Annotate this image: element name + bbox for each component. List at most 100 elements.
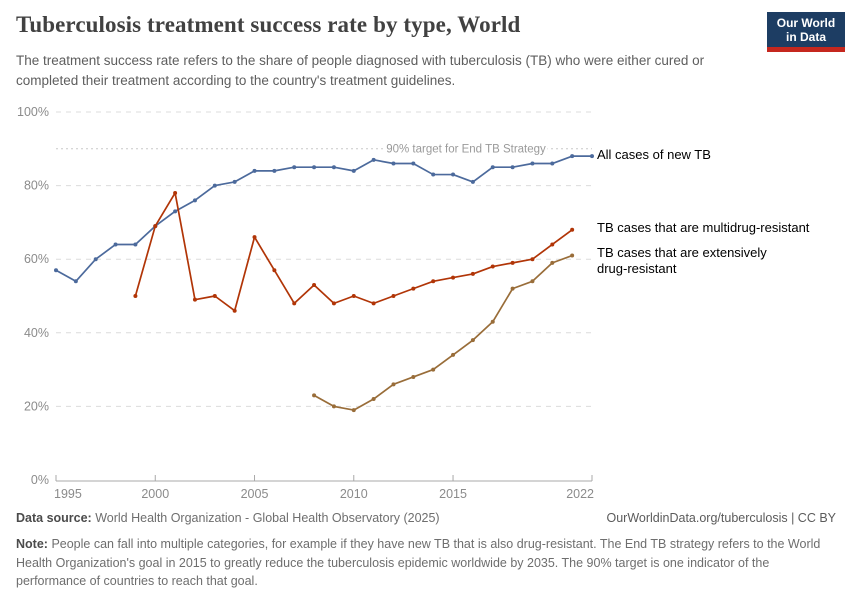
series-label-text: drug-resistant xyxy=(597,261,677,276)
data-point[interactable] xyxy=(331,301,336,306)
data-point[interactable] xyxy=(431,172,436,177)
data-point[interactable] xyxy=(331,165,336,170)
data-point[interactable] xyxy=(391,294,396,298)
series-label-text: TB cases that are extensively xyxy=(597,245,767,260)
data-point[interactable] xyxy=(510,286,515,291)
data-point[interactable] xyxy=(451,352,456,357)
data-point[interactable] xyxy=(391,382,396,387)
x-axis-tick-label: 2015 xyxy=(439,487,467,501)
footnote: Note: People can fall into multiple cate… xyxy=(16,535,836,591)
series-label-extensively-drug-resistant[interactable]: TB cases that are extensively drug-resis… xyxy=(597,245,797,277)
data-point[interactable] xyxy=(530,257,535,262)
data-point[interactable] xyxy=(490,264,495,269)
data-point[interactable] xyxy=(530,161,535,166)
data-point[interactable] xyxy=(411,286,416,291)
data-point[interactable] xyxy=(272,268,277,273)
data-point[interactable] xyxy=(192,198,197,203)
series-line-2[interactable] xyxy=(313,254,573,411)
data-point[interactable] xyxy=(510,260,515,265)
data-point[interactable] xyxy=(192,297,197,302)
chart-footer: Data source: World Health Organization -… xyxy=(16,511,836,591)
data-point[interactable] xyxy=(292,301,297,306)
owid-logo[interactable]: Our World in Data xyxy=(767,12,845,52)
series-line-1[interactable] xyxy=(134,192,573,312)
data-point[interactable] xyxy=(312,282,317,287)
series-label-text: All cases of new TB xyxy=(597,147,711,162)
chart-subtitle: The treatment success rate refers to the… xyxy=(16,53,705,88)
data-point[interactable] xyxy=(590,154,594,159)
page-title: Tuberculosis treatment success rate by t… xyxy=(16,12,521,37)
data-point[interactable] xyxy=(212,294,217,298)
data-point[interactable] xyxy=(451,172,456,177)
data-point[interactable] xyxy=(331,404,336,409)
owid-logo-line1: Our World xyxy=(776,16,836,30)
x-axis-tick-label: 2022 xyxy=(566,487,594,501)
data-point[interactable] xyxy=(470,179,475,184)
data-point[interactable] xyxy=(351,408,356,413)
data-source-value: World Health Organization - Global Healt… xyxy=(95,511,440,525)
data-point[interactable] xyxy=(133,242,138,247)
data-point[interactable] xyxy=(431,367,436,372)
data-point[interactable] xyxy=(73,279,78,284)
series-line-0[interactable] xyxy=(55,155,592,283)
y-axis-tick-label: 0% xyxy=(31,473,49,487)
data-point[interactable] xyxy=(530,279,535,284)
data-point[interactable] xyxy=(272,168,277,173)
data-point[interactable] xyxy=(252,235,257,240)
data-point[interactable] xyxy=(550,242,555,247)
data-point[interactable] xyxy=(391,161,396,166)
owid-logo-line2: in Data xyxy=(785,30,826,44)
y-axis-tick-label: 100% xyxy=(17,105,49,119)
data-point[interactable] xyxy=(550,260,555,265)
data-point[interactable] xyxy=(570,227,575,232)
data-point[interactable] xyxy=(470,271,475,276)
x-axis-tick-label: 1995 xyxy=(54,487,82,501)
data-point[interactable] xyxy=(411,374,416,379)
data-point[interactable] xyxy=(490,165,495,170)
data-point[interactable] xyxy=(232,179,237,184)
data-point[interactable] xyxy=(470,338,475,343)
data-point[interactable] xyxy=(371,157,376,162)
data-point[interactable] xyxy=(212,183,217,188)
x-axis-tick-label: 2010 xyxy=(340,487,368,501)
data-point[interactable] xyxy=(232,308,237,313)
data-point[interactable] xyxy=(113,242,118,247)
series-label-all-cases-new-tb[interactable]: All cases of new TB xyxy=(597,147,711,163)
x-axis-tick-label: 2000 xyxy=(141,487,169,501)
data-point[interactable] xyxy=(173,190,178,195)
data-point[interactable] xyxy=(252,168,257,173)
y-axis-tick-label: 60% xyxy=(24,252,49,266)
data-point[interactable] xyxy=(371,397,376,402)
data-point[interactable] xyxy=(371,301,376,306)
target-line-label: 90% target for End TB Strategy xyxy=(386,143,546,155)
owid-license-link[interactable]: OurWorldinData.org/tuberculosis | CC BY xyxy=(606,511,837,525)
data-point[interactable] xyxy=(570,253,575,258)
data-point[interactable] xyxy=(510,165,515,170)
data-point[interactable] xyxy=(351,294,356,298)
data-point[interactable] xyxy=(173,209,178,214)
data-point[interactable] xyxy=(54,268,58,273)
series-label-multidrug-resistant[interactable]: TB cases that are multidrug-resistant xyxy=(597,220,809,236)
data-point[interactable] xyxy=(411,161,416,166)
data-point[interactable] xyxy=(133,294,138,298)
data-point[interactable] xyxy=(292,165,297,170)
data-point[interactable] xyxy=(451,275,456,280)
y-axis-tick-label: 40% xyxy=(24,326,49,340)
data-point[interactable] xyxy=(431,279,436,284)
data-point[interactable] xyxy=(550,161,555,166)
data-source: Data source: World Health Organization -… xyxy=(16,511,440,525)
footnote-text: People can fall into multiple categories… xyxy=(16,537,821,588)
y-axis-tick-label: 20% xyxy=(24,399,49,413)
data-point[interactable] xyxy=(312,393,317,398)
y-axis-tick-label: 80% xyxy=(24,179,49,193)
data-point[interactable] xyxy=(312,165,317,170)
data-point[interactable] xyxy=(93,257,98,262)
data-point[interactable] xyxy=(570,154,575,159)
data-source-label: Data source: xyxy=(16,511,92,525)
data-point[interactable] xyxy=(351,168,356,173)
data-point[interactable] xyxy=(490,319,495,324)
data-point[interactable] xyxy=(153,224,158,229)
footnote-label: Note: xyxy=(16,537,48,551)
